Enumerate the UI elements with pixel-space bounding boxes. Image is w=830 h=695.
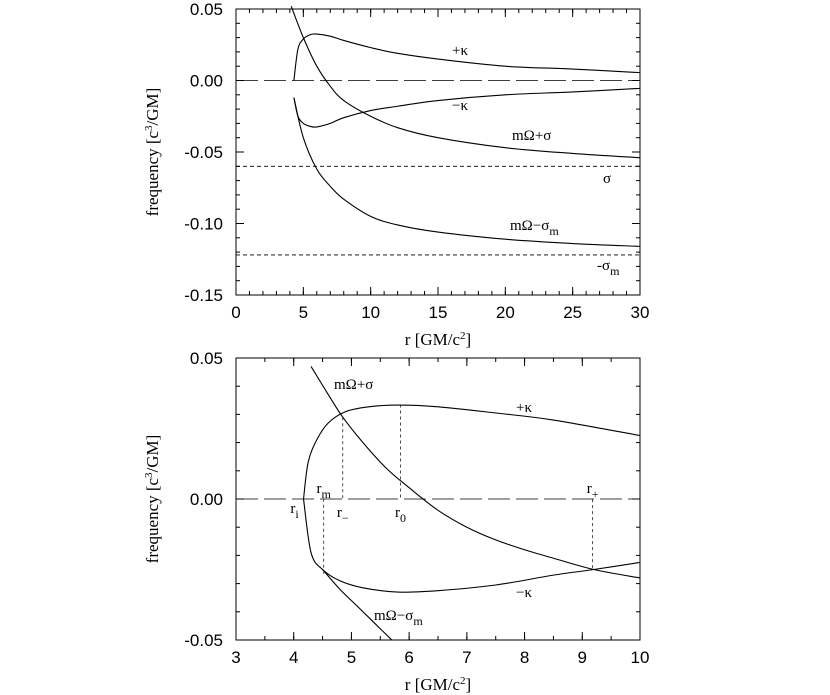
x-tick-label: 8 [520,648,529,667]
bottom-x-tick-labels: 3 4 5 6 7 8 9 10 [231,648,649,667]
top-label-m-omega-plus-sigma: mΩ+σ [512,128,551,144]
top-plot-frame [235,8,641,296]
series-line-plus-kappa [293,33,641,81]
y-tick-label: -0.05 [184,143,223,162]
x-tick-label: 20 [496,303,515,322]
radius-marker-label: r+ [587,481,599,501]
x-tick-label: 10 [631,648,650,667]
bottom-y-tick-labels: 0.05 0.00 -0.05 [184,349,223,650]
bottom-series-group [236,366,641,641]
y-tick-label: 0.05 [190,349,223,368]
series-line-m-omega-minus-sigma-m [293,97,641,247]
series-line-m-omega-plus-sigma [310,366,641,579]
series-line-minus-kappa [302,498,641,593]
radius-marker-label: rm [317,481,332,501]
top-label-sigma: σ [603,171,611,187]
series-line-plus-kappa [302,404,641,500]
series-line-m-omega-minus-sigma-m [322,569,393,641]
bottom-y-axis-title: frequency [c3/GM] [143,435,162,564]
top-y-axis-title: frequency [c3/GM] [143,88,162,217]
top-label-minus-sigma-m: -σm [597,258,620,278]
bottom-x-axis-title: r [GM/c2] [405,675,471,694]
bottom-label-plus-kappa: +κ [516,400,532,416]
x-tick-label: 30 [631,303,650,322]
top-label-minus-kappa: −κ [452,98,468,114]
x-tick-label: 25 [563,303,582,322]
bottom-axis-ticks [235,357,641,641]
x-tick-label: 0 [231,303,240,322]
y-tick-label: -0.10 [184,215,223,234]
top-label-m-omega-minus-sigma-m: mΩ−σm [510,218,559,238]
series-line-minus-kappa [293,87,641,128]
x-tick-label: 3 [231,648,240,667]
top-x-tick-labels: 0 5 10 15 20 25 30 [231,303,649,322]
x-tick-label: 6 [404,648,413,667]
x-tick-label: 4 [289,648,298,667]
x-tick-label: 5 [299,303,308,322]
bottom-label-m-omega-plus-sigma: mΩ+σ [334,377,373,393]
radius-marker-label: r0 [395,505,406,525]
radius-marker-label: r− [337,505,349,525]
x-tick-label: 9 [578,648,587,667]
top-series-group [236,5,641,256]
y-tick-label: -0.05 [184,631,223,650]
top-label-plus-kappa: +κ [452,43,468,59]
top-axis-ticks [235,8,641,296]
x-tick-label: 15 [429,303,448,322]
y-tick-label: 0.00 [190,72,223,91]
top-y-tick-labels: 0.05 0.00 -0.05 -0.10 -0.15 [184,0,223,305]
x-tick-label: 7 [462,648,471,667]
top-x-axis-title: r [GM/c2] [405,330,471,349]
series-line-m-omega-plus-sigma [290,5,641,159]
y-tick-label: 0.00 [190,490,223,509]
bottom-label-minus-kappa: −κ [516,585,532,601]
top-chart-panel: 0 5 10 15 20 25 30 0.05 0.00 -0.05 -0.10 -0.15 r [… [143,0,649,349]
x-tick-label: 5 [347,648,356,667]
y-tick-label: 0.05 [190,0,223,19]
radius-marker-label: ri [290,501,299,521]
x-tick-label: 10 [361,303,380,322]
bottom-label-m-omega-minus-sigma-m: mΩ−σm [374,608,423,628]
y-tick-label: -0.15 [184,286,223,305]
